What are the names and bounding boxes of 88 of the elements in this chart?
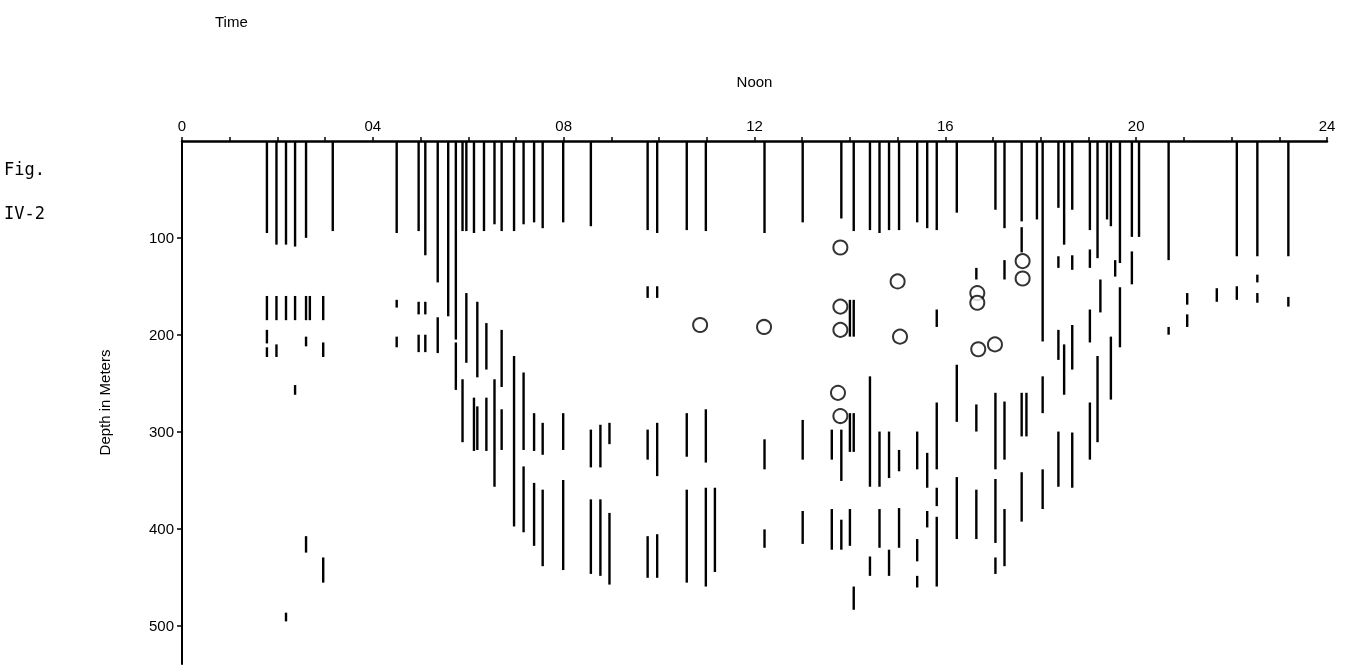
- bar: [840, 429, 843, 481]
- bar: [1025, 392, 1028, 437]
- bar: [840, 519, 843, 550]
- text: Fig. IV-2: [4, 159, 45, 223]
- bar: [763, 439, 766, 470]
- x-tick-label: 0: [177, 117, 187, 134]
- point: [1014, 270, 1031, 287]
- x-tick-label: 04: [364, 117, 382, 134]
- x-tick-label: 08: [555, 117, 573, 134]
- bar: [500, 409, 503, 450]
- bar: [608, 512, 611, 585]
- point: [832, 321, 849, 338]
- bar: [485, 323, 488, 370]
- bar: [975, 489, 978, 540]
- bar: [975, 267, 978, 280]
- bar: [461, 379, 464, 443]
- bar: [878, 509, 881, 548]
- bar: [801, 510, 804, 544]
- point: [832, 239, 849, 256]
- x-axis-title: Noon: [736, 73, 773, 90]
- bar: [1003, 509, 1006, 567]
- y-tick-label: 100: [148, 229, 174, 247]
- bar: [1003, 401, 1006, 460]
- bar: [275, 344, 278, 357]
- y-axis-title: Depth in Meters: [96, 349, 113, 456]
- bar: [395, 336, 398, 348]
- bar: [1020, 392, 1023, 437]
- bar: [646, 429, 649, 460]
- bar: [1096, 356, 1099, 443]
- bar: [1287, 296, 1290, 307]
- bar: [878, 431, 881, 487]
- y-tick-label: 200: [148, 326, 174, 344]
- y-tick-label: 400: [148, 519, 174, 537]
- text: Time: [215, 12, 248, 30]
- bar: [646, 536, 649, 578]
- bar: [1057, 329, 1060, 360]
- y-tick-label: 300: [148, 423, 174, 441]
- bar: [975, 404, 978, 432]
- point: [1014, 253, 1031, 270]
- bar: [541, 489, 544, 567]
- bar: [541, 422, 544, 455]
- bar: [424, 334, 427, 353]
- bar: [646, 286, 649, 298]
- bar: [599, 424, 602, 468]
- bar: [417, 334, 420, 353]
- x-tick-label: 20: [1127, 117, 1145, 134]
- bar: [1041, 376, 1044, 414]
- bar: [608, 422, 611, 445]
- point: [970, 341, 987, 358]
- point: [832, 408, 849, 425]
- point: [692, 317, 709, 334]
- bar: [1167, 326, 1170, 335]
- bar: [465, 293, 468, 363]
- point: [756, 318, 773, 335]
- bar: [994, 557, 997, 574]
- bar: [522, 466, 525, 533]
- bar: [1041, 469, 1044, 510]
- bar: [1256, 293, 1259, 303]
- bar: [1020, 472, 1023, 522]
- point: [986, 336, 1003, 353]
- point: [969, 294, 986, 311]
- bar: [424, 301, 427, 315]
- bar: [522, 372, 525, 450]
- x-tick-label: 12: [746, 117, 763, 134]
- y-tick-label: 500: [148, 616, 174, 634]
- bar: [1256, 274, 1259, 283]
- bar: [1099, 279, 1102, 313]
- bar: [417, 301, 420, 315]
- x-tick-label: 24: [1318, 117, 1336, 134]
- bar: [485, 397, 488, 451]
- point: [892, 328, 909, 345]
- bar: [994, 392, 997, 470]
- bar: [395, 299, 398, 308]
- bar: [994, 479, 997, 543]
- bar: [1057, 256, 1060, 268]
- bar: [1057, 431, 1060, 487]
- point: [830, 384, 846, 401]
- bar: [1003, 260, 1006, 280]
- bar: [476, 301, 479, 378]
- point: [889, 273, 906, 290]
- x-tick-label: 16: [936, 117, 954, 134]
- bar: [599, 499, 602, 576]
- bar: [275, 295, 278, 321]
- bar: [493, 379, 496, 487]
- point: [832, 298, 849, 315]
- bar: [763, 529, 766, 548]
- bar: [500, 329, 503, 387]
- bar: [801, 419, 804, 460]
